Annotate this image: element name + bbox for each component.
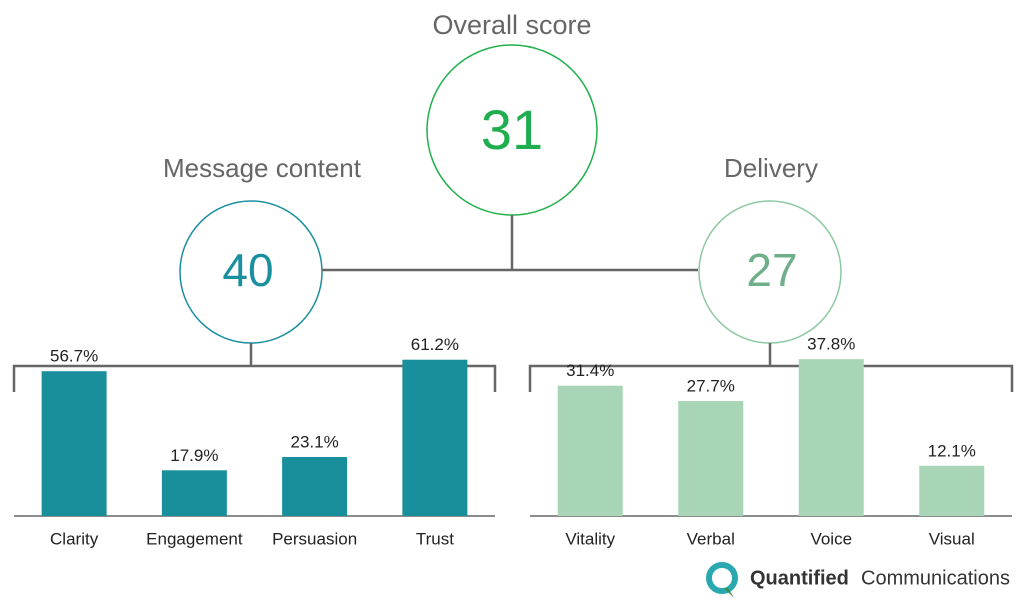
content-title: Message content	[163, 153, 362, 183]
x-tick-label: Persuasion	[272, 529, 357, 548]
bar	[402, 359, 468, 516]
value-label: 27.7%	[687, 377, 735, 396]
overall-title: Overall score	[432, 10, 591, 40]
x-tick-label: Voice	[810, 529, 852, 548]
x-tick-label: Trust	[416, 529, 454, 548]
delivery-title: Delivery	[724, 153, 818, 183]
x-tick-label: Visual	[929, 529, 975, 548]
value-label: 17.9%	[170, 446, 218, 465]
x-tick-label: Verbal	[687, 529, 735, 548]
value-label: 37.8%	[807, 335, 855, 354]
connector	[322, 215, 698, 272]
delivery-score: 27	[746, 244, 797, 296]
x-tick-label: Vitality	[565, 529, 615, 548]
bar	[161, 470, 227, 516]
value-label: 61.2%	[411, 335, 459, 354]
bar	[798, 359, 864, 516]
brand-logo	[706, 562, 738, 598]
bar	[41, 371, 107, 516]
value-label: 31.4%	[566, 361, 614, 380]
brand-name-light: Communications	[861, 567, 1010, 589]
bar	[678, 401, 744, 516]
value-label: 12.1%	[928, 441, 976, 460]
content-score: 40	[222, 244, 273, 296]
bar	[557, 385, 623, 516]
overall-score: 31	[481, 98, 543, 161]
x-tick-label: Engagement	[146, 529, 243, 548]
brand-name-bold: Quantified	[750, 567, 849, 589]
value-label: 56.7%	[50, 347, 98, 366]
bar	[282, 457, 348, 516]
delivery-bracket	[528, 343, 1014, 392]
x-tick-label: Clarity	[50, 529, 99, 548]
content-bracket	[12, 343, 497, 392]
bar	[919, 465, 985, 516]
value-label: 23.1%	[291, 432, 339, 451]
